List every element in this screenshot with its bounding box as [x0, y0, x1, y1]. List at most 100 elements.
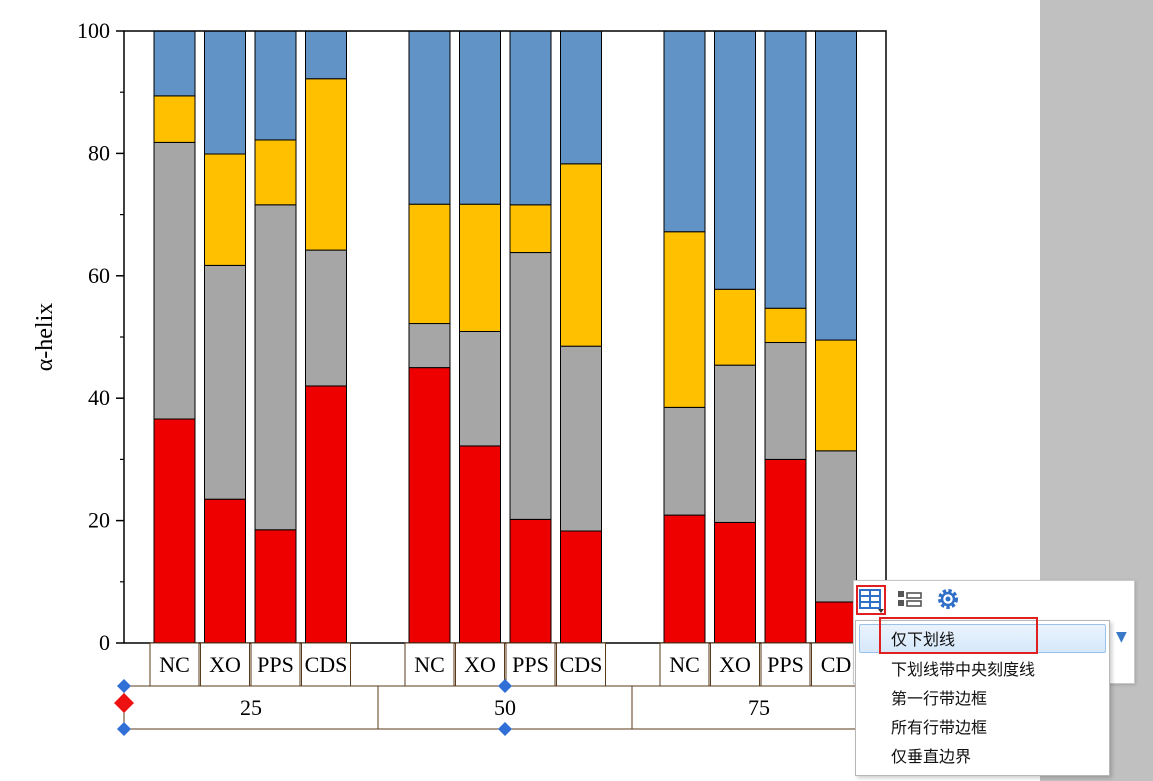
group-label: 75 [748, 695, 770, 720]
border-style-menu: 仅下划线 下划线带中央刻度线 第一行带边框 所有行带边框 仅垂直边界 [855, 620, 1110, 776]
selection-highlight-box [879, 617, 1038, 654]
bar-segment-4-0 [408, 367, 451, 644]
bar-segment-1-2 [204, 153, 246, 266]
group-label: 50 [494, 695, 516, 720]
menu-item-underline-center-ticks[interactable]: 下划线带中央刻度线 [891, 660, 1036, 679]
bar-segment-1-1 [204, 264, 246, 500]
bar-segment-2-2 [254, 139, 297, 206]
bar-segment-0-3 [153, 30, 196, 97]
category-label: NC [414, 652, 445, 677]
bar-segment-6-1 [509, 252, 552, 520]
y-tick-label: 60 [88, 263, 110, 288]
bar-segment-11-3 [815, 30, 857, 341]
bar-segment-5-3 [459, 30, 501, 205]
bar-segment-1-0 [204, 498, 246, 644]
layout-icon[interactable] [896, 585, 926, 615]
bar-segment-7-1 [560, 345, 602, 532]
bar-segment-6-2 [509, 204, 552, 254]
bar-segment-6-0 [509, 518, 552, 644]
bar-segment-9-3 [714, 30, 756, 290]
category-cell [710, 642, 760, 687]
menu-item-underline-only[interactable]: 仅下划线 [859, 624, 1106, 653]
category-cell [404, 642, 455, 687]
bar-segment-2-3 [254, 30, 297, 141]
handle-diamond[interactable] [117, 722, 131, 736]
bar-segment-5-2 [459, 203, 501, 332]
bar-segment-4-3 [408, 30, 451, 205]
category-cell [149, 642, 200, 687]
handle-diamond[interactable] [117, 679, 131, 693]
bar-segment-8-0 [663, 514, 706, 644]
bar-segment-11-0 [815, 601, 857, 644]
y-tick-label: 100 [77, 18, 110, 43]
category-cell [760, 642, 811, 687]
gear-icon[interactable] [934, 585, 964, 615]
bar-segment-11-1 [815, 450, 857, 603]
category-label: CDS [560, 652, 603, 677]
category-label: ​XO [719, 652, 751, 677]
bar-segment-0-2 [153, 95, 196, 143]
menu-item-first-row-border[interactable]: 第一行带边框 [891, 689, 988, 708]
category-label: CD [821, 652, 852, 677]
y-tick-label: 40 [88, 385, 110, 410]
bar-segment-10-1 [764, 342, 807, 460]
bar-segment-5-1 [459, 330, 501, 447]
group-cell [123, 685, 379, 730]
bar-segment-8-3 [663, 30, 706, 233]
bar-segment-3-2 [305, 78, 347, 251]
category-label: PPS [767, 652, 804, 677]
bar-segment-4-2 [408, 203, 451, 325]
bar-segment-9-2 [714, 288, 756, 366]
bar-segment-6-3 [509, 30, 552, 206]
bar-segment-3-3 [305, 30, 347, 80]
category-cell [455, 642, 505, 687]
category-label: ​XO [464, 652, 496, 677]
bar-segment-5-0 [459, 445, 501, 644]
bar-segment-3-1 [305, 249, 347, 387]
y-tick-label: 20 [88, 508, 110, 533]
bar-segment-10-3 [764, 30, 807, 309]
bar-segment-9-0 [714, 521, 756, 644]
bar-segment-10-0 [764, 458, 807, 644]
category-table: NC ​XO PPS CDS NC ​XO PPS CDS NC ​XO PPS CD 25 50 75 [123, 642, 887, 730]
stacked-bar-chart: 0 20 40 60 80 100 NC ​XO PPS CDS NC ​XO PPS CDS NC ​XO… [32, 18, 887, 736]
bars-layer [153, 30, 857, 644]
bar-segment-8-2 [663, 231, 706, 408]
group-cell [631, 685, 887, 730]
menu-item-vertical-borders-only[interactable]: 仅垂直边界 [891, 747, 972, 766]
category-label: NC [159, 652, 190, 677]
bar-segment-10-2 [764, 307, 807, 344]
category-cell [200, 642, 250, 687]
bar-segment-7-2 [560, 163, 602, 347]
category-label: ​XO [209, 652, 241, 677]
category-label: NC [669, 652, 700, 677]
bar-segment-9-1 [714, 364, 756, 523]
bar-segment-7-3 [560, 30, 602, 165]
group-label: 25 [240, 695, 262, 720]
group-cell [377, 685, 633, 730]
bar-segment-11-2 [815, 339, 857, 452]
bar-segment-0-1 [153, 141, 196, 420]
bar-segment-2-1 [254, 204, 297, 531]
category-cell [250, 642, 301, 687]
y-axis-label: α-helix [32, 303, 58, 372]
bar-segment-1-3 [204, 30, 246, 155]
y-tick-label: 80 [88, 140, 110, 165]
bar-segment-7-0 [560, 530, 602, 644]
table-style-icon[interactable] [856, 585, 886, 615]
selection-handles[interactable] [114, 679, 512, 736]
category-label: CDS [305, 652, 348, 677]
category-label: PPS [512, 652, 549, 677]
bar-segment-0-0 [153, 418, 196, 644]
bar-segment-2-0 [254, 529, 297, 644]
handle-diamond[interactable] [498, 679, 512, 693]
chevron-down-icon[interactable]: ▼ [1116, 629, 1127, 645]
category-label: PPS [257, 652, 294, 677]
bar-segment-8-1 [663, 406, 706, 516]
menu-item-all-rows-border[interactable]: 所有行带边框 [891, 718, 988, 737]
handle-diamond-active[interactable] [114, 693, 134, 713]
category-cell [505, 642, 556, 687]
y-tick-label: 0 [99, 630, 110, 655]
bar-segment-4-1 [408, 323, 451, 369]
handle-diamond[interactable] [498, 722, 512, 736]
